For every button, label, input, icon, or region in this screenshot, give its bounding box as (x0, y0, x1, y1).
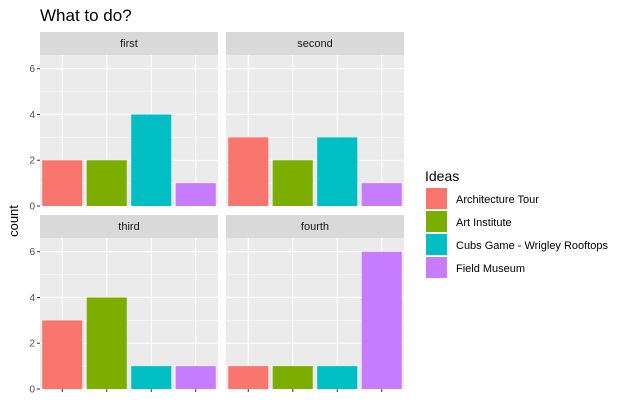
bar-second-2 (272, 160, 313, 206)
bar-first-3 (131, 114, 172, 206)
strip-background (226, 32, 404, 55)
legend-label-3: Cubs Game - Wrigley Rooftops (456, 240, 609, 252)
legend-title: Ideas (425, 168, 459, 184)
bar-fourth-2 (272, 366, 313, 389)
y-tick-label: 4 (29, 293, 35, 304)
strip-label-third: third (118, 221, 139, 233)
y-axis-title: count (6, 205, 21, 237)
strip-label-second: second (297, 38, 332, 50)
bar-first-2 (86, 160, 127, 206)
legend-key-2 (426, 211, 447, 232)
legend-label-4: Field Museum (456, 263, 525, 275)
y-tick-label: 2 (29, 156, 35, 167)
legend: Ideas Architecture Tour Art Institute Cubs… (425, 168, 609, 278)
bar-fourth-4 (361, 251, 402, 389)
legend-key-1 (426, 188, 447, 209)
bar-third-4 (175, 366, 216, 389)
chart-title: What to do? (40, 6, 132, 25)
bar-second-4 (361, 183, 402, 206)
y-tick-label: 4 (29, 110, 35, 121)
bar-third-3 (131, 366, 172, 389)
facet-fourth: fourth (226, 215, 404, 392)
legend-label-1: Architecture Tour (456, 194, 539, 206)
bar-third-1 (42, 320, 83, 389)
bar-second-3 (317, 137, 358, 206)
bar-fourth-1 (228, 366, 269, 389)
y-tick-label: 6 (29, 64, 35, 75)
y-tick-label: 2 (29, 339, 35, 350)
facet-panels: first 0 2 4 6 second third 0 2 4 6 fourth (29, 32, 404, 396)
y-tick-label: 0 (29, 202, 35, 213)
legend-label-2: Art Institute (456, 217, 512, 229)
bar-first-4 (175, 183, 216, 206)
y-tick-label: 6 (29, 247, 35, 258)
y-tick-label: 0 (29, 385, 35, 396)
bar-first-1 (42, 160, 83, 206)
legend-key-4 (426, 257, 447, 278)
strip-label-fourth: fourth (301, 221, 329, 233)
legend-key-3 (426, 234, 447, 255)
strip-background (226, 215, 404, 238)
bar-fourth-3 (317, 366, 358, 389)
facet-second: second (226, 32, 404, 207)
strip-background (40, 32, 218, 55)
bar-second-1 (228, 137, 269, 206)
bar-third-2 (86, 297, 127, 389)
facet-first: first 0 2 4 6 (29, 32, 218, 213)
strip-background (40, 215, 218, 238)
facet-third: third 0 2 4 6 (29, 215, 218, 396)
strip-label-first: first (120, 38, 138, 50)
